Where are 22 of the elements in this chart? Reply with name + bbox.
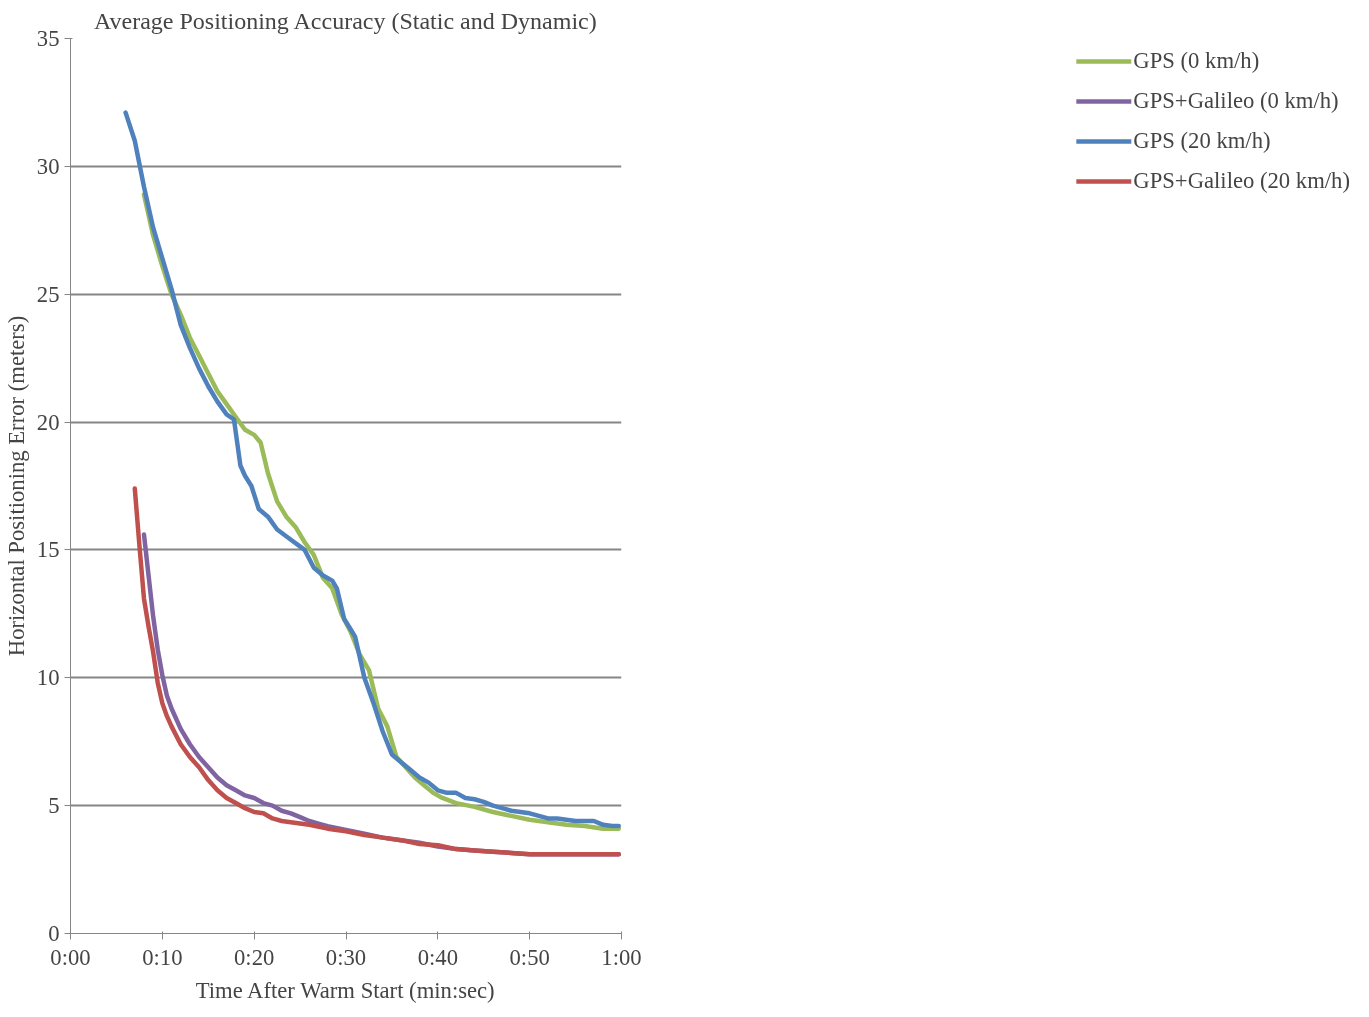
x-tick-label: 0:30 [325,944,367,970]
x-tick-label: 1:00 [601,944,642,970]
y-tick-label: 35 [36,26,60,51]
x-tick-label: 0:20 [234,944,275,970]
y-tick-label: 15 [36,537,60,563]
x-axis-title: Time After Warm Start (min:sec) [195,977,495,1003]
chart-title: Average Positioning Accuracy (Static and Dynamic) [93,7,597,34]
y-tick-label: 30 [36,153,60,179]
legend-label: GPS+Galileo (0 km/h) [1133,88,1339,114]
y-tick-label: 25 [36,281,60,307]
x-tick-label: 0:50 [509,944,550,970]
legend-label: GPS (0 km/h) [1133,48,1260,74]
x-tick-label: 0:00 [50,944,91,970]
x-tick-label: 0:40 [417,944,458,970]
y-tick-label: 5 [48,793,60,819]
y-tick-label: 10 [36,665,60,691]
legend-label: GPS (20 km/h) [1133,128,1271,154]
legend-label: GPS+Galileo (20 km/h) [1133,168,1350,194]
y-axis-title: Horizontal Positioning Error (meters) [3,315,29,657]
y-tick-label: 20 [36,409,60,435]
x-tick-label: 0:10 [142,944,183,970]
y-tick-label: 0 [48,921,60,946]
